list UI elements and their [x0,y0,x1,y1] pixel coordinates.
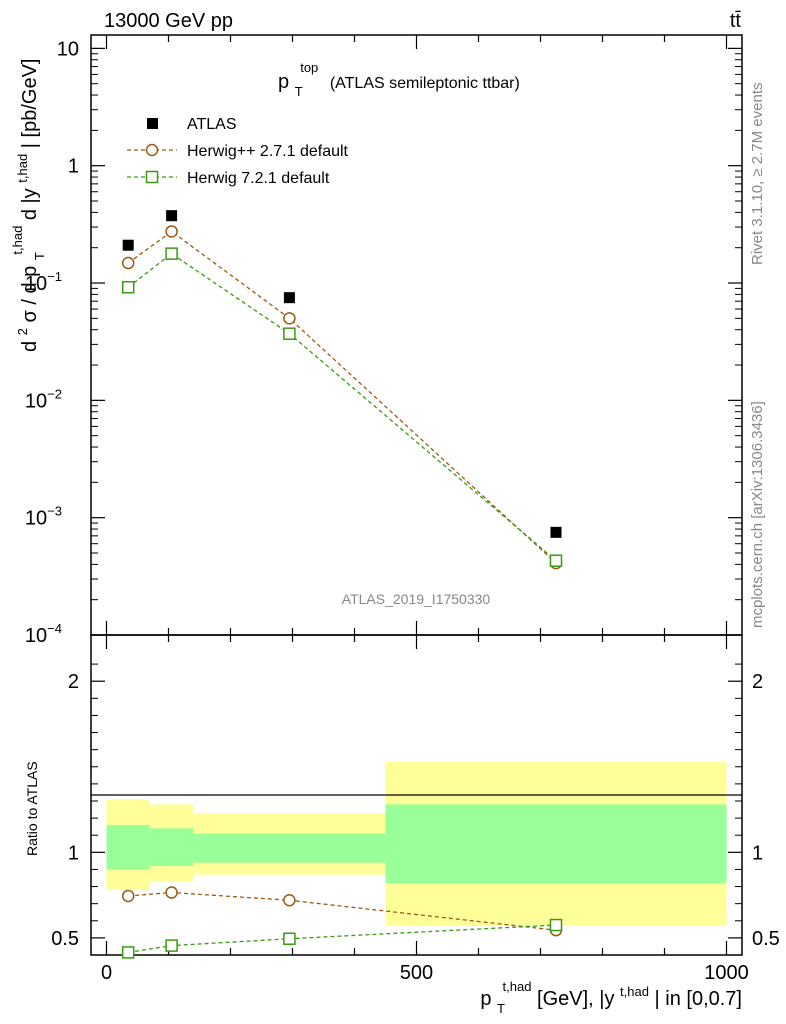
band-green-0 [106,824,150,870]
ylabel-sup-thad-1: t,had [10,226,25,255]
legend: ATLAS Herwig++ 2.7.1 default Herwig 7.2.… [127,116,349,187]
legend-marker-atlas [147,118,158,129]
x-tick-label: 1000 [704,962,749,984]
ratio-point-herwig7 [549,918,563,932]
ratio-y-tick-label-right: 1 [752,842,763,864]
main-point-atlas [550,526,562,538]
xlabel-mid: [GeV], |y [537,988,614,1010]
ratio-y-tick-label-right: 2 [752,671,763,693]
ylabel-sub-T: T [32,252,47,260]
ylabel-end: | [pb/GeV] [19,59,41,149]
ratio-y-axis-label: Ratio to ATLAS [24,761,40,856]
xlabel-sub-T: T [497,1001,505,1016]
ratio-point-herwigpp [121,889,135,903]
ratio-point-herwig7 [121,946,135,959]
band-green-1 [149,828,194,867]
main-point-herwig7 [283,327,296,340]
band-green-2 [193,833,386,863]
main-point-herwigpp [121,256,135,270]
plot-title-sup: top [300,60,318,75]
header-right-title: tt̄ [730,10,742,32]
main-point-herwig7 [165,247,178,260]
legend-label-atlas: ATLAS [187,116,237,133]
legend-label-herwig7: Herwig 7.2.1 default [187,170,330,187]
ylabel-mid: d |y [19,188,41,220]
mcplots-label: mcplots.cern.ch [arXiv:1306.3436] [749,401,766,628]
analysis-watermark: ATLAS_2019_I1750330 [342,591,491,607]
plot-title-rest: (ATLAS semileptonic ttbar) [330,75,520,92]
uncertainty-bands [106,761,727,926]
ratio-line-circle [128,891,557,931]
main-y-tick-label: 10−2 [25,386,62,412]
main-point-herwigpp [283,312,296,325]
ratio-y-tick-label-left: 1 [68,842,79,864]
ratio-point-herwigpp [165,886,178,899]
legend-label-herwigpp: Herwig++ 2.7.1 default [187,143,349,160]
header-left-title: 13000 GeV pp [104,10,233,32]
x-tick-label: 0 [101,962,112,984]
main-point-herwigpp [165,225,178,238]
ratio-y-tick-label-right: 0.5 [752,928,780,950]
ratio-point-herwig7 [165,939,178,952]
ratio-point-herwigpp [283,893,296,907]
main-line-circle [127,230,557,564]
plot-title-main: p [278,71,289,93]
main-line-square [127,252,557,562]
xlabel-p: p [480,988,491,1010]
ratio-point-herwig7 [283,932,296,945]
main-point-atlas [166,210,178,222]
main-y-tick-label: 10−3 [25,504,62,530]
data-series [121,210,563,959]
main-point-atlas [283,292,295,304]
ratio-y-tick-label-left: 0.5 [51,928,79,950]
ratio-y-tick-label-left: 2 [68,671,79,693]
main-point-herwig7 [549,554,563,567]
main-point-atlas [122,239,134,251]
xlabel-sup-thad-1: t,had [503,979,532,994]
main-y-tick-label: 10−1 [25,269,62,295]
rivet-label: Rivet 3.1.10, ≥ 2.7M events [749,83,766,266]
main-y-tick-label: 1 [68,156,79,178]
xlabel-end: | in [0,0.7] [655,988,742,1010]
x-tick-label: 500 [400,962,433,984]
legend-marker-herwig7 [145,170,159,184]
x-axis-label: p T t,had [GeV], |y t,had | in [0,0.7] [480,974,742,1018]
ylabel-sigma: σ / d p [19,266,41,323]
band-green-3 [385,804,727,884]
ylabel-sup-thad-2: t,had [15,154,30,183]
ratio-line-square [128,924,557,954]
main-y-tick-label: 10 [57,38,79,60]
main-y-axis-label: d 2 σ / d p T t,had d |y t,had | [pb/GeV… [5,59,49,352]
legend-marker-herwigpp [145,143,159,157]
plot-title-sub: T [295,84,303,99]
main-y-tick-label: 10−4 [25,621,62,647]
xlabel-sup-thad-2: t,had [620,984,649,999]
main-point-herwig7 [121,281,135,294]
ylabel-d: d [19,341,41,352]
ylabel-sup-2: 2 [15,328,30,335]
plot-title: p T top (ATLAS semileptonic ttbar) [278,55,520,101]
